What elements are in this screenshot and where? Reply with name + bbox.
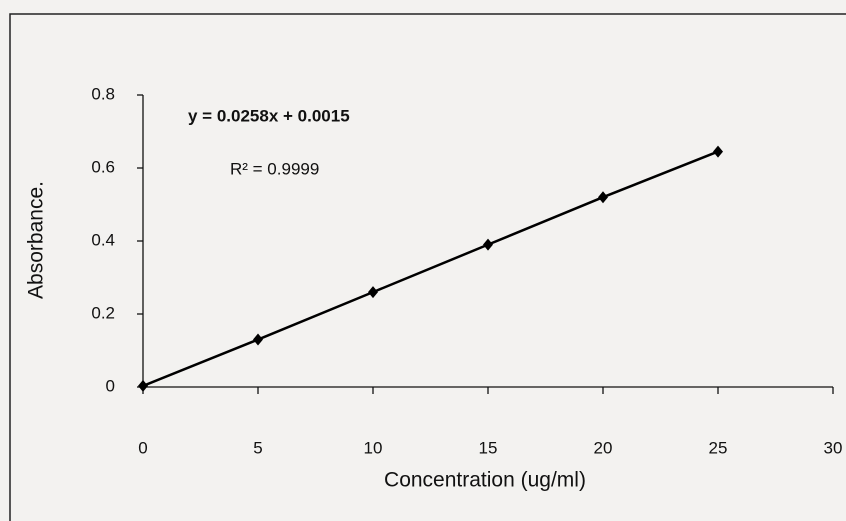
y-tick-label: 0.4 <box>91 230 115 249</box>
trend-line <box>143 152 718 386</box>
x-tick-label: 5 <box>253 438 262 457</box>
data-point <box>483 239 493 251</box>
data-point <box>138 380 148 392</box>
data-point <box>713 146 723 158</box>
y-tick-label: 0.2 <box>91 303 115 322</box>
x-tick-label: 20 <box>594 438 613 457</box>
r-squared: R² = 0.9999 <box>230 159 319 178</box>
y-tick-label: 0.8 <box>91 84 115 103</box>
data-point <box>253 334 263 346</box>
y-tick-label: 0.6 <box>91 157 115 176</box>
y-tick-label: 0 <box>106 376 115 395</box>
x-tick-label: 0 <box>138 438 147 457</box>
data-point <box>368 286 378 298</box>
x-axis-label: Concentration (ug/ml) <box>384 469 586 492</box>
x-tick-label: 25 <box>709 438 728 457</box>
x-tick-label: 15 <box>479 438 498 457</box>
y-axis-label: Absorbance. <box>25 181 48 299</box>
x-tick-label: 30 <box>824 438 843 457</box>
x-tick-label: 10 <box>364 438 383 457</box>
equation: y = 0.0258x + 0.0015 <box>188 106 350 125</box>
data-point <box>598 191 608 203</box>
chart: y = 0.0258x + 0.0015 R² = 0.9999 Concent… <box>0 0 846 521</box>
